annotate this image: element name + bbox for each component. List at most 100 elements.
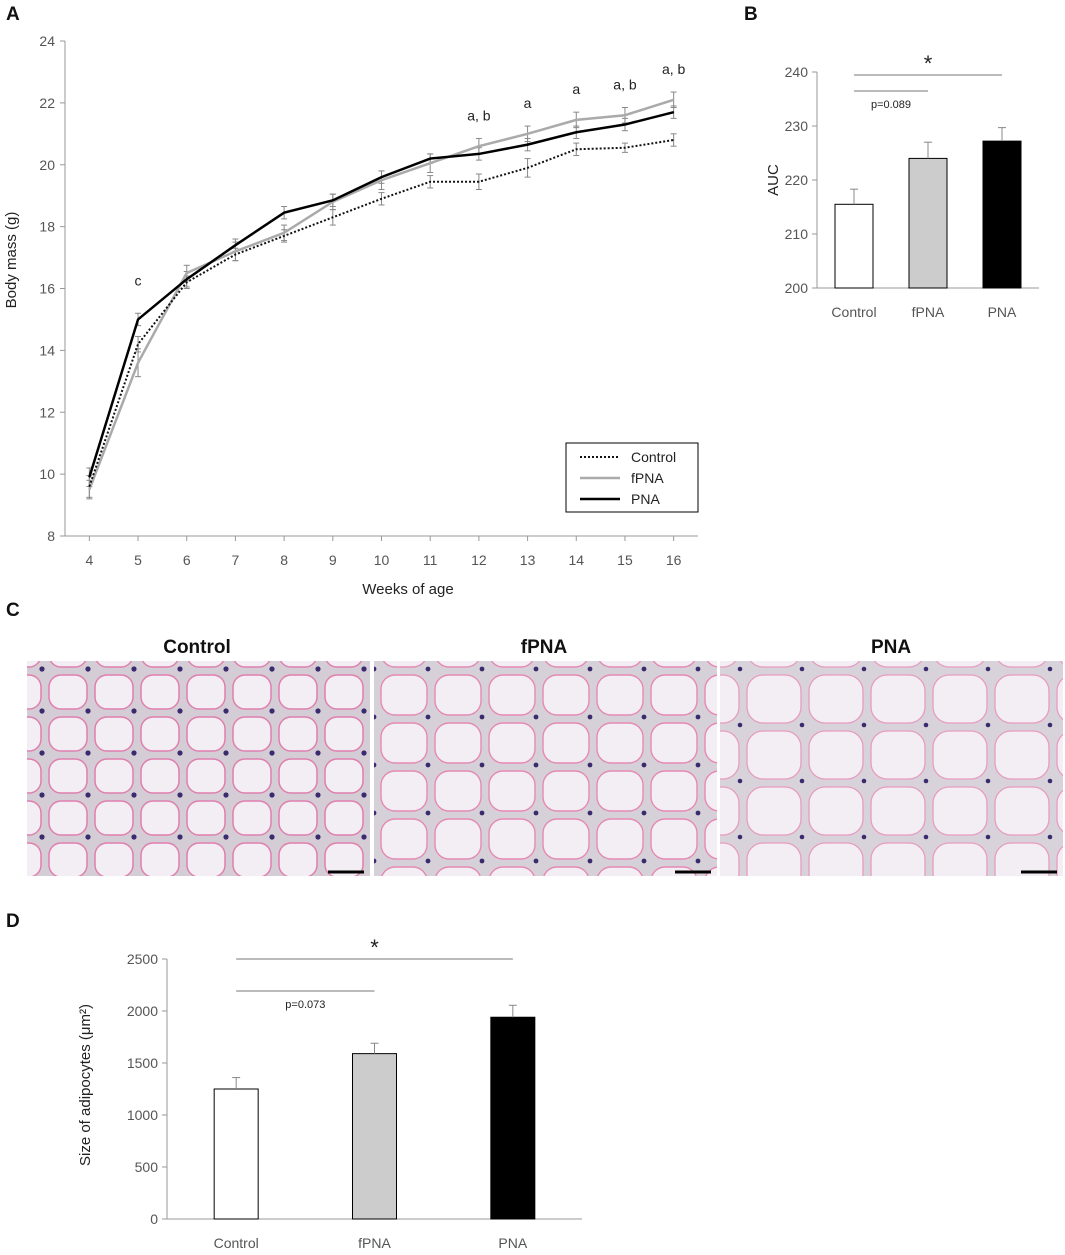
histology-image-pna (720, 661, 1063, 876)
chart-b-bar-pna (982, 140, 1022, 289)
chart-a-y-tick-label: 20 (39, 157, 55, 173)
chart-b-y-tick-label: 200 (785, 280, 809, 296)
histology-title-fpna: fPNA (521, 637, 568, 658)
histology-title-control: Control (163, 637, 231, 658)
chart-a-annotation: a, b (613, 77, 637, 93)
chart-a-point-control (575, 148, 577, 150)
chart-a-point-fpna (429, 162, 431, 164)
legend-label-fpna: fPNA (631, 470, 664, 486)
chart-a-point-control (673, 139, 675, 141)
chart-d-category-label: PNA (498, 1235, 527, 1250)
chart-a-y-tick-label: 16 (39, 281, 55, 297)
chart-a-point-control (332, 216, 334, 218)
chart-d-ylabel: Size of adipocytes (μm²) (77, 1004, 94, 1166)
chart-a-y-tick-label: 12 (39, 404, 55, 420)
chart-a-point-control (88, 486, 90, 487)
chart-a-legend: Control fPNA PNA (565, 442, 699, 513)
chart-a-annotation: a (572, 81, 580, 97)
histology-title-pna: PNA (871, 637, 911, 658)
body-mass-line-chart: Body mass (g) Weeks of age Control fPNA … (3, 33, 699, 598)
chart-a-point-fpna (624, 114, 626, 116)
chart-b-y-tick-label: 240 (785, 64, 809, 80)
chart-a-x-tick-label: 6 (183, 552, 191, 568)
chart-a-point-fpna (234, 250, 236, 252)
chart-a-y-tick-label: 22 (39, 95, 55, 111)
legend-label-control: Control (631, 449, 676, 465)
chart-a-x-tick-label: 10 (374, 552, 390, 568)
chart-a-y-tick-label: 8 (47, 528, 55, 544)
chart-a-point-fpna (673, 99, 675, 101)
chart-a-x-tick-label: 8 (280, 552, 288, 568)
chart-a-y-tick-label: 10 (39, 466, 55, 482)
histology-image-control (27, 661, 370, 876)
chart-b-ylabel: AUC (765, 164, 782, 196)
panel-letter-d: D (6, 911, 20, 932)
chart-a-point-pna (673, 111, 675, 113)
chart-a-point-pna (332, 199, 334, 201)
chart-a-annotation: a, b (662, 61, 686, 77)
chart-b-y-tick-label: 210 (785, 226, 809, 242)
chart-a-y-tick-label: 18 (39, 219, 55, 235)
chart-a-point-fpna (88, 489, 90, 491)
chart-a-point-pna (283, 212, 285, 214)
chart-a-x-tick-label: 5 (134, 552, 142, 568)
chart-b-category-label: fPNA (912, 304, 945, 320)
chart-a-x-tick-label: 4 (85, 552, 93, 568)
chart-a-point-control (283, 235, 285, 237)
chart-a-point-control (234, 253, 236, 255)
chart-b-category-label: PNA (988, 304, 1017, 320)
chart-a-point-pna (137, 318, 139, 320)
chart-a-series-line-control (88, 139, 674, 487)
chart-d-category-label: fPNA (358, 1235, 391, 1250)
histology-image-fpna (374, 661, 717, 876)
chart-a-x-tick-label: 12 (471, 552, 487, 568)
chart-a-annotation: a, b (467, 107, 491, 123)
chart-a-x-tick-label: 7 (232, 552, 240, 568)
chart-a-point-control (624, 147, 626, 149)
histology-panel: Control fPNA PNA (27, 637, 1063, 876)
chart-a-annotation: c (135, 272, 142, 288)
chart-a-point-fpna (283, 232, 285, 234)
chart-a-point-pna (381, 176, 382, 178)
chart-a-point-fpna (381, 179, 382, 181)
chart-d-y-tick-label: 500 (135, 1159, 159, 1175)
chart-a-point-pna (527, 144, 529, 146)
chart-a-xlabel: Weeks of age (362, 581, 453, 598)
chart-b-bar-fpna (908, 157, 948, 289)
chart-a-point-fpna (186, 272, 188, 274)
chart-d-bar-control (213, 1088, 259, 1220)
chart-d-comparison-label: * (370, 935, 379, 960)
chart-a-x-tick-label: 15 (617, 552, 633, 568)
chart-d-category-label: Control (214, 1235, 259, 1250)
legend-label-pna: PNA (631, 491, 660, 507)
chart-a-point-control (429, 181, 431, 183)
chart-b-category-label: Control (831, 304, 876, 320)
chart-a-x-tick-label: 11 (423, 552, 438, 568)
chart-a-point-pna (88, 476, 90, 478)
chart-a-x-tick-label: 9 (329, 552, 337, 568)
chart-d-y-tick-label: 2500 (127, 951, 158, 967)
chart-b-comparison-label: * (924, 51, 933, 76)
chart-a-y-tick-label: 24 (39, 33, 55, 49)
panel-letter-b: B (744, 4, 758, 25)
chart-a-y-tick-label: 14 (39, 342, 55, 358)
chart-a-point-pna (234, 244, 236, 246)
chart-b-comparison-label: p=0.089 (871, 99, 911, 111)
chart-b-y-tick-label: 230 (785, 118, 809, 134)
chart-a-point-control (381, 198, 382, 200)
chart-d-y-tick-label: 1500 (127, 1055, 158, 1071)
chart-a-annotation: a (524, 95, 532, 111)
chart-a-point-pna (186, 278, 188, 280)
chart-a-ylabel: Body mass (g) (3, 212, 20, 309)
chart-d-bar-fpna (352, 1053, 397, 1220)
chart-a-point-control (186, 281, 188, 283)
chart-d-y-tick-label: 1000 (127, 1107, 158, 1123)
chart-b-bar-control (834, 203, 874, 289)
chart-a-point-pna (575, 131, 577, 133)
chart-a-point-control (478, 181, 480, 183)
chart-a-point-pna (624, 124, 626, 126)
chart-b-y-tick-label: 220 (785, 172, 809, 188)
chart-a-point-pna (429, 158, 431, 160)
adipocyte-size-bar-chart: Size of adipocytes (μm²) 0 500 1000 1500 200… (77, 935, 582, 1251)
